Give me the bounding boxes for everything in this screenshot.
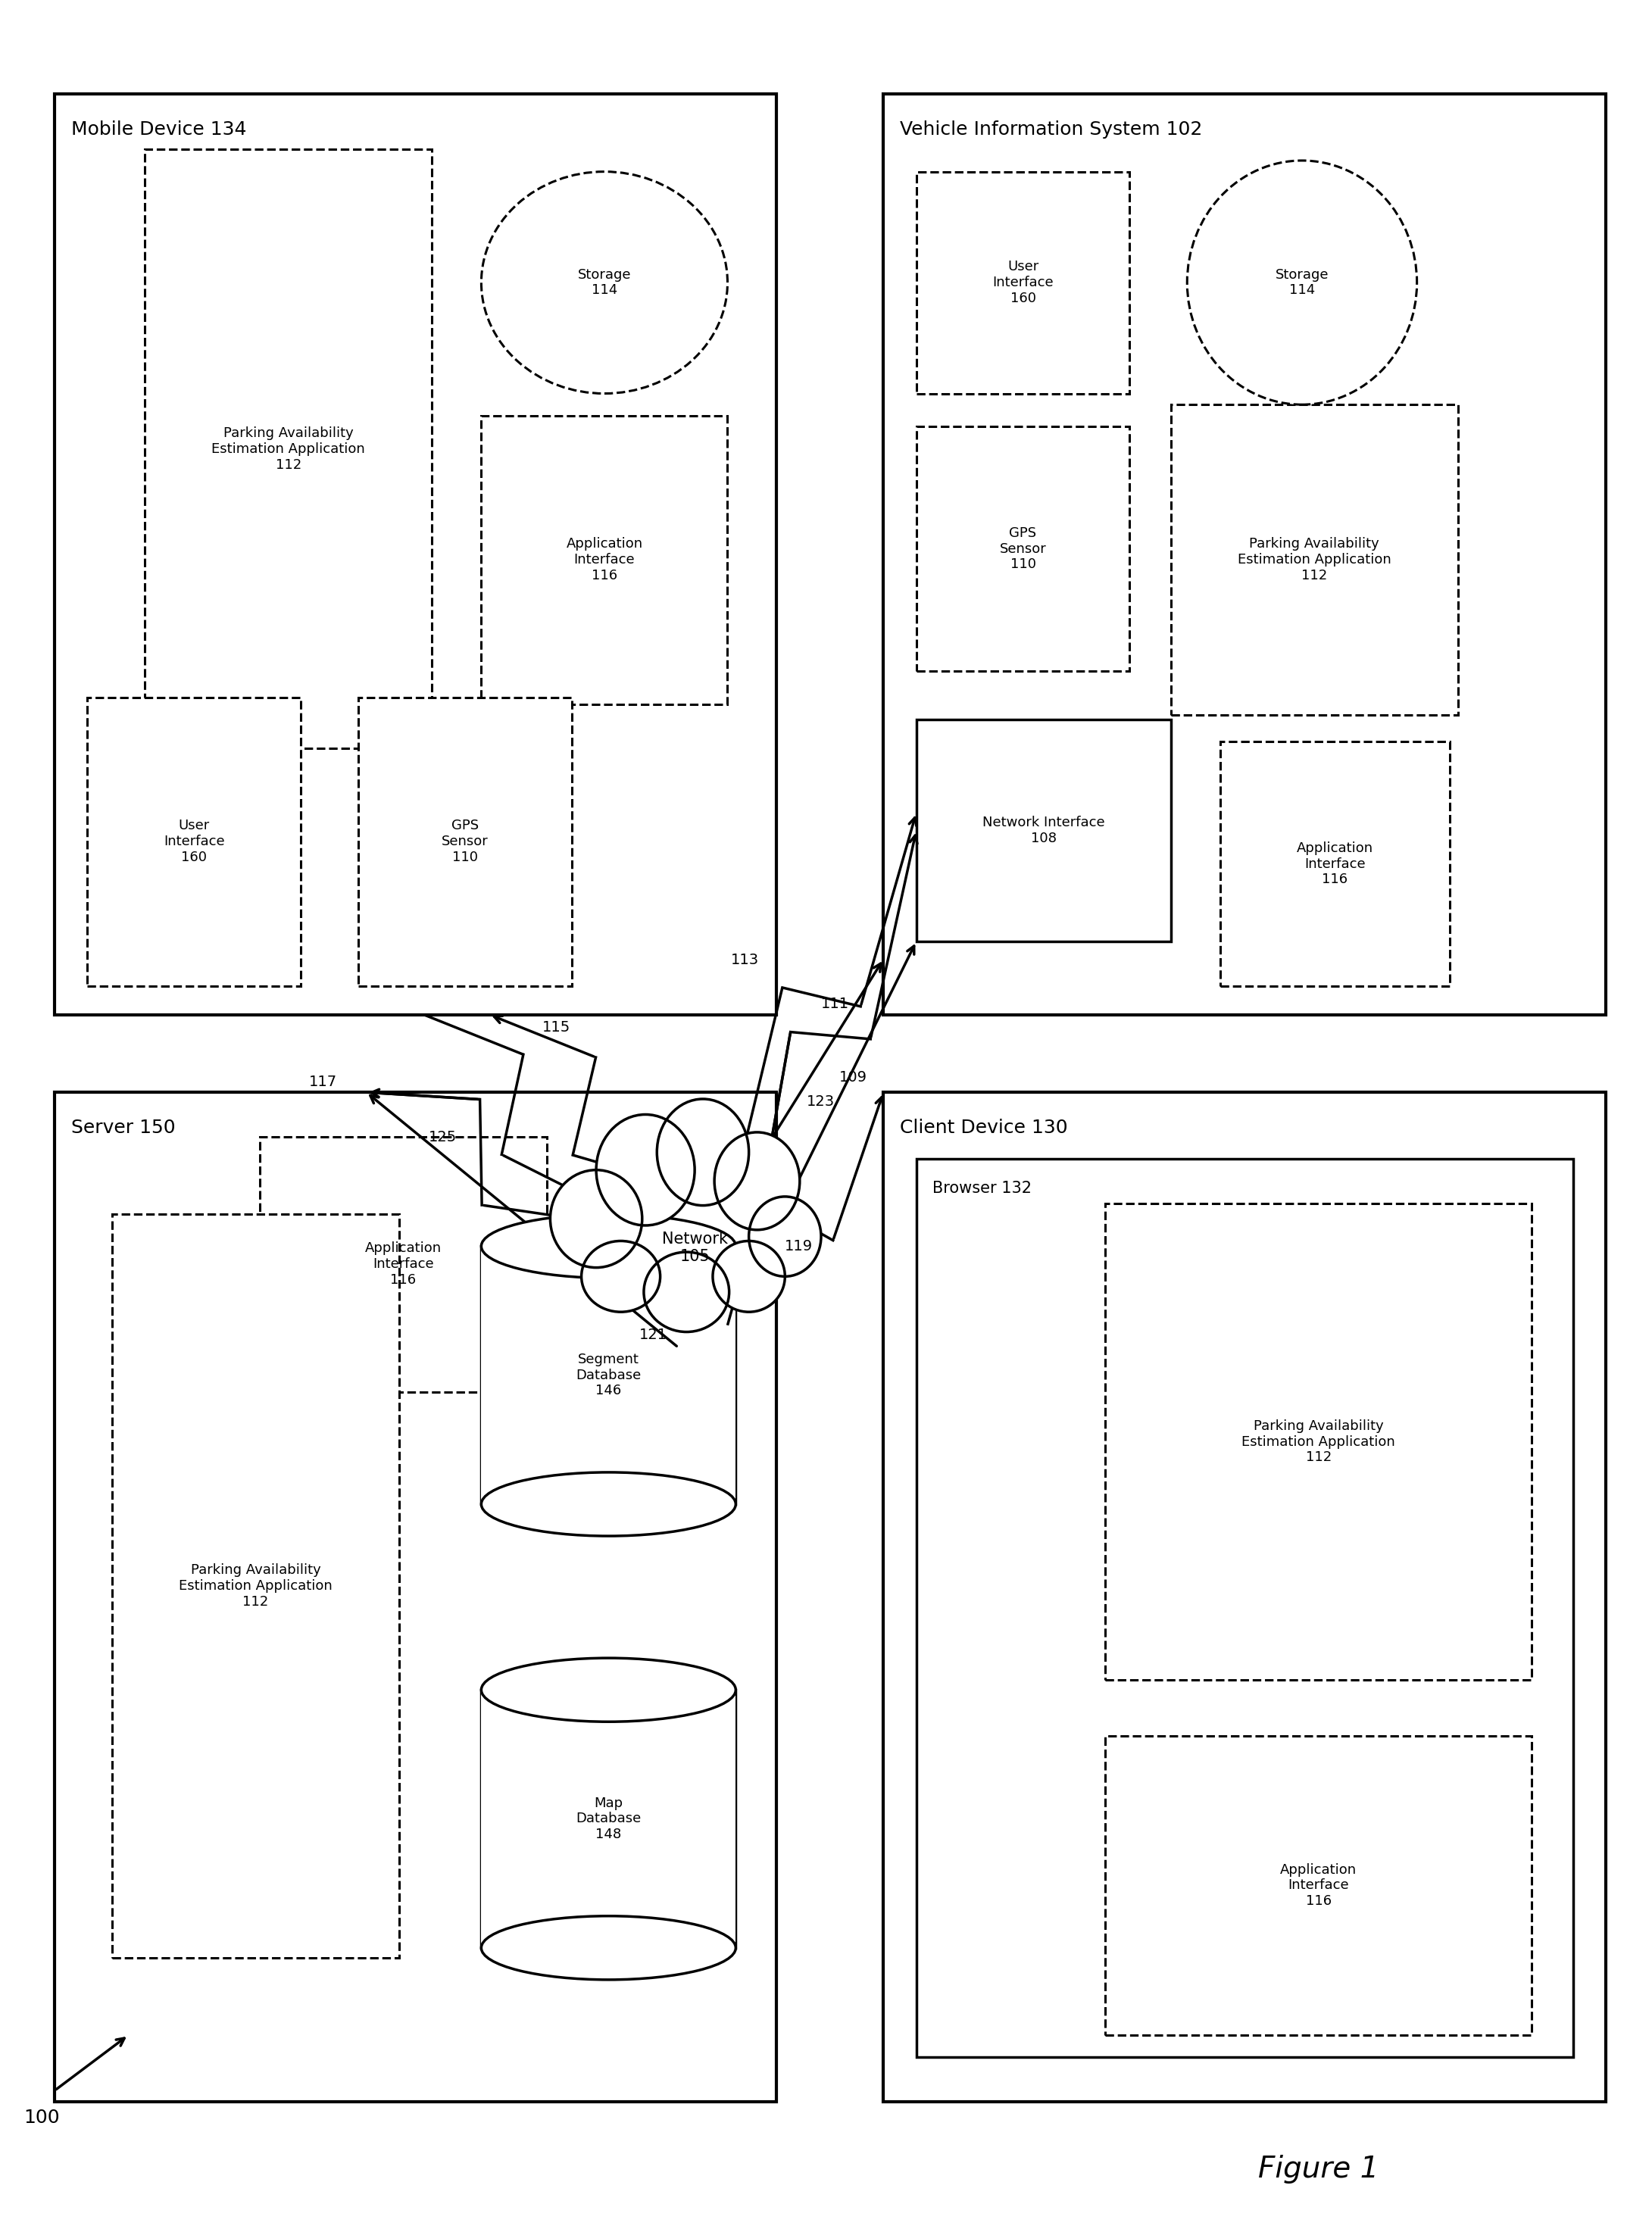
Ellipse shape (712, 1242, 785, 1313)
Text: Mobile Device 134: Mobile Device 134 (71, 120, 246, 138)
Bar (55, 94, 776, 1014)
Bar (884, 1092, 1606, 2102)
Ellipse shape (481, 172, 727, 395)
Bar (88, 698, 301, 985)
Bar (917, 172, 1130, 395)
Ellipse shape (657, 1099, 748, 1206)
Text: Segment
Database
146: Segment Database 146 (577, 1353, 641, 1398)
Text: 117: 117 (309, 1074, 337, 1090)
Text: Storage
114: Storage 114 (578, 267, 631, 296)
Ellipse shape (582, 1242, 661, 1313)
Ellipse shape (481, 1658, 735, 1721)
Text: Network
105: Network 105 (662, 1230, 727, 1264)
Text: Browser 132: Browser 132 (933, 1181, 1032, 1197)
Text: User
Interface
160: User Interface 160 (993, 261, 1054, 305)
Text: 100: 100 (23, 2109, 59, 2126)
Bar (259, 1137, 547, 1391)
Text: Application
Interface
116: Application Interface 116 (365, 1242, 441, 1286)
Text: GPS
Sensor
110: GPS Sensor 110 (441, 818, 489, 865)
Text: User
Interface
160: User Interface 160 (164, 818, 225, 865)
Text: Network Interface
108: Network Interface 108 (983, 816, 1105, 845)
Ellipse shape (481, 1917, 735, 1979)
Ellipse shape (481, 1473, 735, 1536)
Text: Figure 1: Figure 1 (1259, 2155, 1379, 2184)
Text: 115: 115 (542, 1021, 570, 1034)
Text: Parking Availability
Estimation Application
112: Parking Availability Estimation Applicat… (211, 426, 365, 473)
Ellipse shape (748, 1197, 821, 1277)
Ellipse shape (644, 1253, 729, 1333)
Text: 113: 113 (730, 952, 758, 967)
Ellipse shape (550, 1170, 643, 1268)
Bar (1105, 1736, 1531, 2035)
Bar (145, 149, 433, 749)
Ellipse shape (1188, 160, 1417, 406)
Text: Application
Interface
116: Application Interface 116 (567, 537, 643, 582)
Text: 119: 119 (785, 1239, 813, 1253)
Text: Parking Availability
Estimation Application
112: Parking Availability Estimation Applicat… (1237, 537, 1391, 582)
Ellipse shape (596, 1114, 695, 1226)
Bar (481, 1246, 735, 1505)
Bar (917, 426, 1130, 671)
Text: Parking Availability
Estimation Application
112: Parking Availability Estimation Applicat… (178, 1563, 332, 1609)
Bar (1171, 406, 1459, 716)
Text: Server 150: Server 150 (71, 1119, 175, 1137)
Bar (481, 415, 727, 704)
Ellipse shape (714, 1132, 800, 1230)
Text: 109: 109 (839, 1070, 867, 1086)
Text: Storage
114: Storage 114 (1275, 267, 1328, 296)
Text: Map
Database
148: Map Database 148 (577, 1797, 641, 1841)
Text: 125: 125 (430, 1130, 458, 1143)
Ellipse shape (481, 1215, 735, 1277)
Bar (884, 94, 1606, 1014)
Bar (1219, 742, 1450, 985)
Text: GPS
Sensor
110: GPS Sensor 110 (999, 526, 1046, 571)
Text: 121: 121 (639, 1328, 667, 1342)
Bar (55, 1092, 776, 2102)
Bar (358, 698, 572, 985)
Bar (481, 1690, 735, 1948)
Text: Application
Interface
116: Application Interface 116 (1280, 1863, 1356, 1908)
Text: Application
Interface
116: Application Interface 116 (1297, 840, 1373, 887)
Text: Client Device 130: Client Device 130 (900, 1119, 1067, 1137)
Text: Parking Availability
Estimation Application
112: Parking Availability Estimation Applicat… (1242, 1420, 1396, 1464)
Text: 123: 123 (806, 1094, 834, 1108)
Text: Vehicle Information System 102: Vehicle Information System 102 (900, 120, 1203, 138)
Bar (1105, 1204, 1531, 1681)
Bar (917, 720, 1171, 941)
Text: 111: 111 (821, 996, 849, 1012)
Bar (917, 1159, 1573, 2057)
Bar (112, 1215, 400, 1957)
